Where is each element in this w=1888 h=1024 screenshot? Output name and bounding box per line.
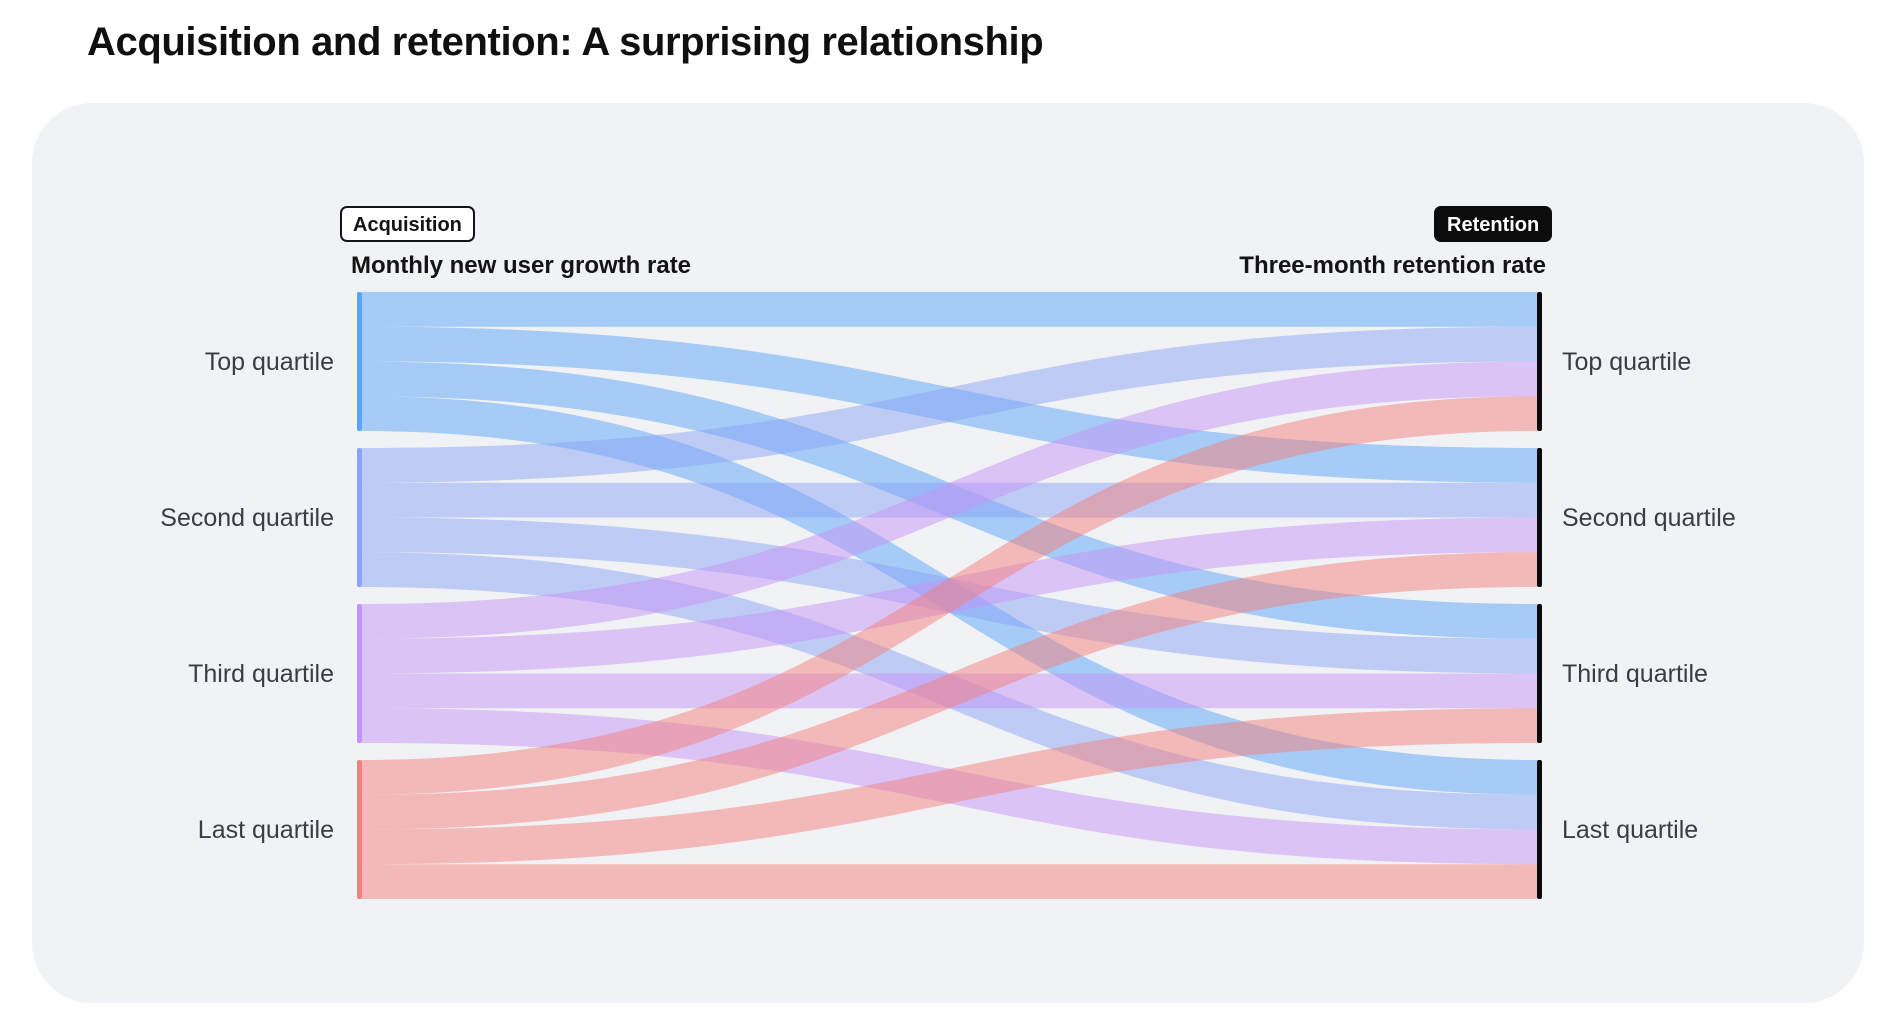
- left-node-last-quartile: [357, 760, 362, 899]
- right-node-last-quartile: [1537, 760, 1542, 899]
- link-top-quartile-to-top-quartile: [362, 292, 1537, 327]
- flow-links: [362, 292, 1537, 899]
- right-node-second-quartile: [1537, 448, 1542, 587]
- right-label-third-quartile: Third quartile: [1562, 659, 1708, 688]
- left-node-top-quartile: [357, 292, 362, 431]
- chart-title: Acquisition and retention: A surprising …: [87, 20, 1044, 64]
- left-node-second-quartile: [357, 448, 362, 587]
- right-node-top-quartile: [1537, 292, 1542, 431]
- left-axis-title: Monthly new user growth rate: [351, 252, 692, 279]
- link-last-quartile-to-third-quartile: [362, 708, 1537, 865]
- right-label-second-quartile: Second quartile: [1562, 503, 1736, 532]
- left-node-third-quartile: [357, 604, 362, 743]
- right-axis-title: Three-month retention rate: [1239, 252, 1546, 279]
- right-label-last-quartile: Last quartile: [1562, 815, 1699, 844]
- link-third-quartile-to-top-quartile: [362, 361, 1537, 639]
- link-last-quartile-to-top-quartile: [362, 396, 1537, 795]
- left-label-top-quartile: Top quartile: [204, 347, 334, 376]
- right-label-top-quartile: Top quartile: [1562, 347, 1692, 376]
- link-second-quartile-to-top-quartile: [362, 326, 1537, 483]
- link-last-quartile-to-second-quartile: [362, 552, 1537, 830]
- link-last-quartile-to-last-quartile: [362, 864, 1537, 899]
- left-label-third-quartile: Third quartile: [188, 659, 334, 688]
- quartile-nodes: [357, 292, 1542, 899]
- retention-tag: Retention: [1434, 206, 1553, 242]
- left-label-second-quartile: Second quartile: [160, 503, 334, 532]
- acquisition-tag: Acquisition: [340, 206, 475, 242]
- right-node-third-quartile: [1537, 604, 1542, 743]
- left-label-last-quartile: Last quartile: [197, 815, 334, 844]
- chart-panel: [32, 103, 1864, 1003]
